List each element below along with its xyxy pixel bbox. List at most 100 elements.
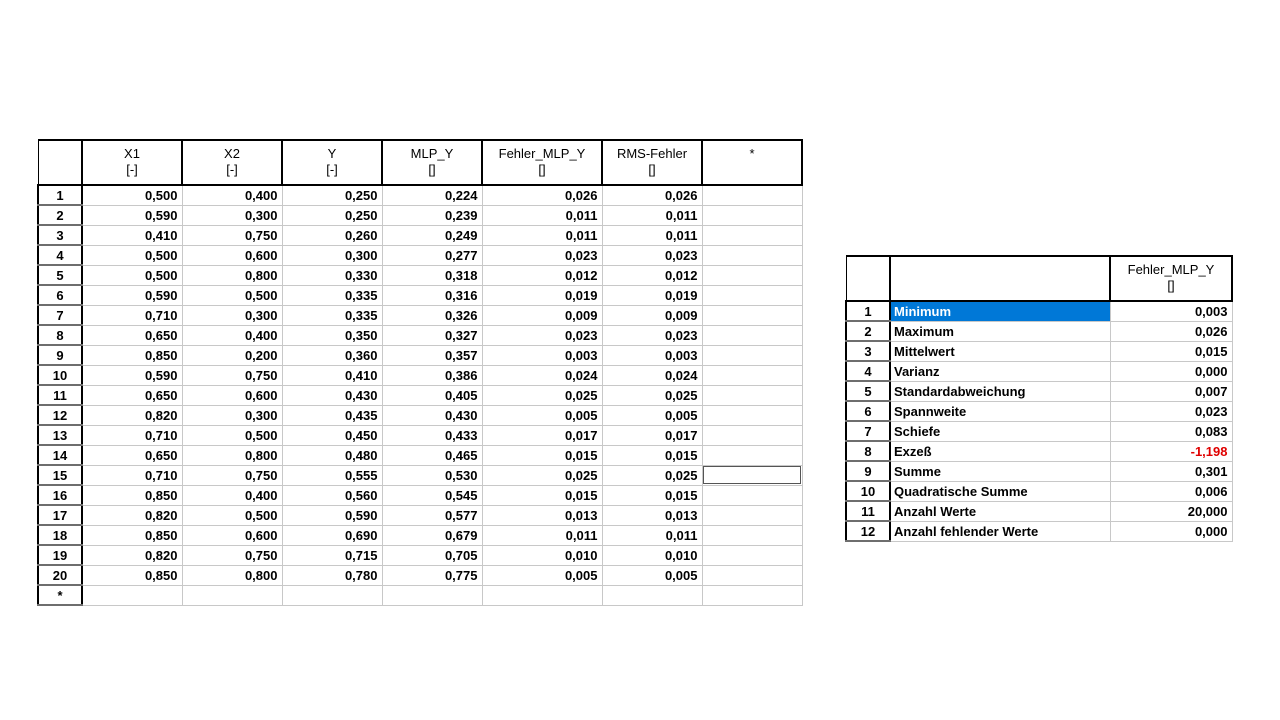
table-cell[interactable]: [482, 585, 603, 606]
stat-label[interactable]: Quadratische Summe: [890, 481, 1111, 502]
row-header[interactable]: *: [37, 585, 83, 606]
table-cell[interactable]: [702, 545, 803, 566]
table-cell[interactable]: [702, 365, 803, 386]
table-cell[interactable]: 0,600: [182, 525, 283, 546]
table-cell[interactable]: [702, 185, 803, 206]
table-cell[interactable]: 0,013: [602, 505, 703, 526]
row-header[interactable]: 20: [37, 565, 83, 586]
row-header[interactable]: 18: [37, 525, 83, 546]
table-cell[interactable]: 0,577: [382, 505, 483, 526]
row-header[interactable]: 7: [37, 305, 83, 326]
table-cell[interactable]: 0,026: [482, 185, 603, 206]
table-cell[interactable]: 0,330: [282, 265, 383, 286]
row-header[interactable]: 1: [37, 185, 83, 206]
table-cell[interactable]: 0,015: [602, 445, 703, 466]
table-cell[interactable]: 0,400: [182, 185, 283, 206]
table-cell[interactable]: 0,009: [602, 305, 703, 326]
row-header[interactable]: 9: [37, 345, 83, 366]
table-cell[interactable]: 0,500: [182, 285, 283, 306]
row-header[interactable]: 5: [37, 265, 83, 286]
stat-label[interactable]: Varianz: [890, 361, 1111, 382]
row-header[interactable]: 11: [37, 385, 83, 406]
table-cell[interactable]: [602, 585, 703, 606]
table-cell[interactable]: 0,005: [482, 565, 603, 586]
table-cell[interactable]: [702, 205, 803, 226]
table-cell[interactable]: 0,019: [482, 285, 603, 306]
row-header[interactable]: 8: [845, 441, 891, 462]
row-header[interactable]: 2: [845, 321, 891, 342]
table-cell[interactable]: 0,480: [282, 445, 383, 466]
table-cell[interactable]: 0,600: [182, 385, 283, 406]
table-cell[interactable]: [382, 585, 483, 606]
table-cell[interactable]: 0,024: [602, 365, 703, 386]
table-cell[interactable]: 0,590: [282, 505, 383, 526]
stat-value[interactable]: 0,003: [1110, 301, 1233, 322]
stat-value[interactable]: 0,007: [1110, 381, 1233, 402]
column-header[interactable]: Y [-]: [281, 139, 383, 186]
table-cell[interactable]: 0,710: [82, 425, 183, 446]
table-cell[interactable]: [702, 505, 803, 526]
table-cell[interactable]: 0,500: [82, 265, 183, 286]
stat-label[interactable]: Schiefe: [890, 421, 1111, 442]
table-cell[interactable]: 0,026: [602, 185, 703, 206]
table-cell[interactable]: 0,017: [602, 425, 703, 446]
table-cell[interactable]: 0,200: [182, 345, 283, 366]
table-cell[interactable]: 0,500: [82, 245, 183, 266]
stat-label[interactable]: Exzeß: [890, 441, 1111, 462]
table-cell[interactable]: 0,500: [182, 505, 283, 526]
table-cell[interactable]: 0,224: [382, 185, 483, 206]
table-cell[interactable]: [702, 385, 803, 406]
table-cell[interactable]: 0,025: [482, 465, 603, 486]
table-cell[interactable]: [702, 305, 803, 326]
table-cell[interactable]: 0,800: [182, 445, 283, 466]
table-cell[interactable]: 0,357: [382, 345, 483, 366]
table-cell[interactable]: 0,250: [282, 205, 383, 226]
table-cell[interactable]: 0,430: [382, 405, 483, 426]
table-cell[interactable]: 0,012: [602, 265, 703, 286]
table-cell[interactable]: 0,400: [182, 485, 283, 506]
table-cell[interactable]: [702, 405, 803, 426]
row-header[interactable]: 19: [37, 545, 83, 566]
table-cell[interactable]: 0,780: [282, 565, 383, 586]
table-cell[interactable]: 0,800: [182, 565, 283, 586]
row-header[interactable]: 14: [37, 445, 83, 466]
table-cell[interactable]: 0,360: [282, 345, 383, 366]
table-cell[interactable]: 0,003: [482, 345, 603, 366]
table-cell[interactable]: [702, 445, 803, 466]
stat-label[interactable]: Summe: [890, 461, 1111, 482]
row-header[interactable]: 4: [37, 245, 83, 266]
table-cell[interactable]: 0,405: [382, 385, 483, 406]
stat-value[interactable]: 0,083: [1110, 421, 1233, 442]
row-header[interactable]: 11: [845, 501, 891, 522]
grid-corner[interactable]: [37, 139, 83, 186]
stats-label-column-header[interactable]: [889, 255, 1111, 302]
table-cell[interactable]: 0,011: [602, 205, 703, 226]
row-header[interactable]: 9: [845, 461, 891, 482]
row-header[interactable]: 12: [845, 521, 891, 542]
stat-label[interactable]: Maximum: [890, 321, 1111, 342]
table-cell[interactable]: [82, 585, 183, 606]
row-header[interactable]: 7: [845, 421, 891, 442]
table-cell[interactable]: 0,590: [82, 205, 183, 226]
table-cell[interactable]: 0,530: [382, 465, 483, 486]
table-cell[interactable]: 0,011: [482, 525, 603, 546]
table-cell[interactable]: 0,650: [82, 445, 183, 466]
table-cell[interactable]: [702, 265, 803, 286]
table-cell[interactable]: 0,650: [82, 385, 183, 406]
table-cell[interactable]: 0,850: [82, 485, 183, 506]
table-cell[interactable]: 0,400: [182, 325, 283, 346]
table-cell[interactable]: 0,410: [282, 365, 383, 386]
table-cell[interactable]: 0,850: [82, 345, 183, 366]
table-cell[interactable]: 0,277: [382, 245, 483, 266]
table-cell[interactable]: 0,010: [602, 545, 703, 566]
stat-label[interactable]: Anzahl fehlender Werte: [890, 521, 1111, 542]
table-cell[interactable]: 0,326: [382, 305, 483, 326]
stat-value[interactable]: 0,026: [1110, 321, 1233, 342]
column-header[interactable]: RMS-Fehler[]: [601, 139, 703, 186]
table-cell[interactable]: 0,005: [482, 405, 603, 426]
table-cell[interactable]: 0,435: [282, 405, 383, 426]
table-cell[interactable]: 0,450: [282, 425, 383, 446]
table-cell[interactable]: 0,410: [82, 225, 183, 246]
table-cell[interactable]: 0,023: [482, 245, 603, 266]
table-cell[interactable]: 0,775: [382, 565, 483, 586]
